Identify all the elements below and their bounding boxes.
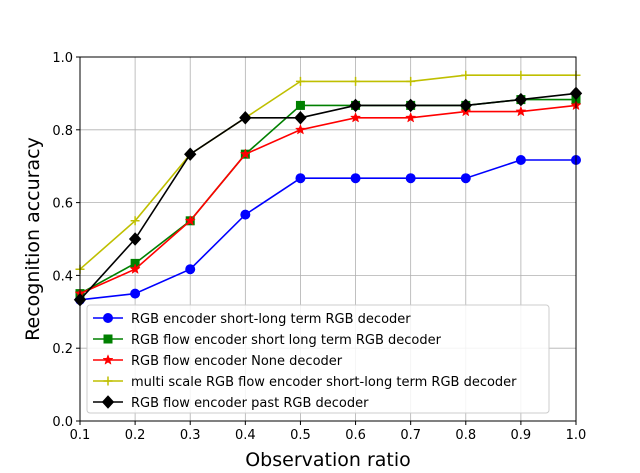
- data-point: [128, 232, 142, 246]
- data-point: [295, 100, 305, 110]
- data-point: [405, 173, 416, 184]
- data-point: [295, 173, 306, 184]
- legend-label: RGB flow encoder past RGB decoder: [131, 396, 369, 411]
- x-tick-label: 0.6: [345, 428, 366, 443]
- x-tick-label: 0.1: [70, 428, 91, 443]
- y-tick-label: 0.8: [52, 124, 73, 139]
- data-point: [239, 148, 251, 159]
- series-line: [79, 159, 576, 301]
- legend-entry: RGB encoder short-long term RGB decoder: [93, 312, 411, 327]
- x-tick-label: 0.4: [235, 428, 256, 443]
- x-axis-label: Observation ratio: [245, 449, 411, 471]
- legend-marker: [101, 395, 115, 409]
- data-point: [185, 264, 196, 275]
- legend-entry: RGB flow encoder short long term RGB dec…: [93, 333, 442, 348]
- data-point: [350, 173, 361, 184]
- data-point: [514, 92, 528, 107]
- x-tick-label: 0.5: [290, 428, 311, 443]
- y-tick-label: 0.4: [52, 269, 73, 284]
- y-tick-label: 0.0: [52, 415, 73, 430]
- data-point: [295, 76, 305, 86]
- legend-entry: RGB flow encoder None decoder: [93, 354, 343, 369]
- x-tick-label: 0.3: [180, 428, 201, 443]
- data-point: [461, 70, 471, 80]
- y-tick-label: 0.2: [52, 342, 73, 357]
- data-point: [404, 98, 417, 113]
- legend-entry: RGB flow encoder past RGB decoder: [93, 395, 369, 411]
- legend-marker: [103, 376, 113, 386]
- data-point: [351, 76, 361, 86]
- y-tick-label: 0.6: [52, 197, 73, 212]
- data-point: [184, 214, 196, 226]
- legend-label: multi scale RGB flow encoder short-long …: [131, 375, 517, 390]
- y-tick-label: 1.0: [52, 51, 73, 66]
- legend-box: [86, 304, 550, 414]
- data-point: [129, 263, 141, 274]
- data-point: [460, 173, 471, 184]
- legend-marker: [103, 313, 113, 323]
- data-point: [405, 111, 417, 123]
- x-tick-label: 1.0: [566, 428, 587, 443]
- axis-ticks: 0.1 0.2 0.3 0.4 0.5 0.6 0.7 0.8 0.9 1.0 0.0 0.2 0.4 0…: [52, 51, 586, 443]
- data-point: [294, 123, 307, 135]
- data-point: [459, 98, 472, 113]
- data-point: [349, 98, 362, 113]
- x-tick-label: 0.7: [400, 428, 421, 443]
- data-point: [516, 70, 526, 80]
- data-point: [294, 111, 307, 125]
- data-point: [239, 111, 252, 125]
- legend-marker: [103, 334, 113, 344]
- series-line: [79, 104, 577, 295]
- legend: RGB encoder short-long term RGB decoder R…: [86, 304, 550, 414]
- data-point: [240, 209, 251, 220]
- legend-label: RGB flow encoder None decoder: [131, 354, 343, 369]
- series-5: [73, 86, 583, 307]
- data-point: [130, 288, 141, 299]
- legend-entry: multi scale RGB flow encoder short-long …: [93, 375, 517, 390]
- data-point: [515, 105, 527, 117]
- x-tick-label: 0.9: [511, 428, 532, 443]
- data-point: [515, 155, 526, 166]
- series-line: [79, 74, 576, 270]
- plot-frame: [79, 56, 577, 422]
- data-point: [406, 76, 416, 86]
- legend-label: RGB flow encoder short long term RGB dec…: [131, 333, 442, 348]
- legend-marker: [102, 354, 114, 365]
- legend-label: RGB encoder short-long term RGB decoder: [131, 312, 411, 327]
- x-tick-label: 0.2: [125, 428, 146, 443]
- series-line: [79, 92, 577, 301]
- y-axis-label: Recognition accuracy: [22, 137, 44, 341]
- data-point: [184, 147, 197, 161]
- data-point: [130, 216, 140, 226]
- x-tick-label: 0.8: [455, 428, 476, 443]
- data-point: [349, 111, 362, 123]
